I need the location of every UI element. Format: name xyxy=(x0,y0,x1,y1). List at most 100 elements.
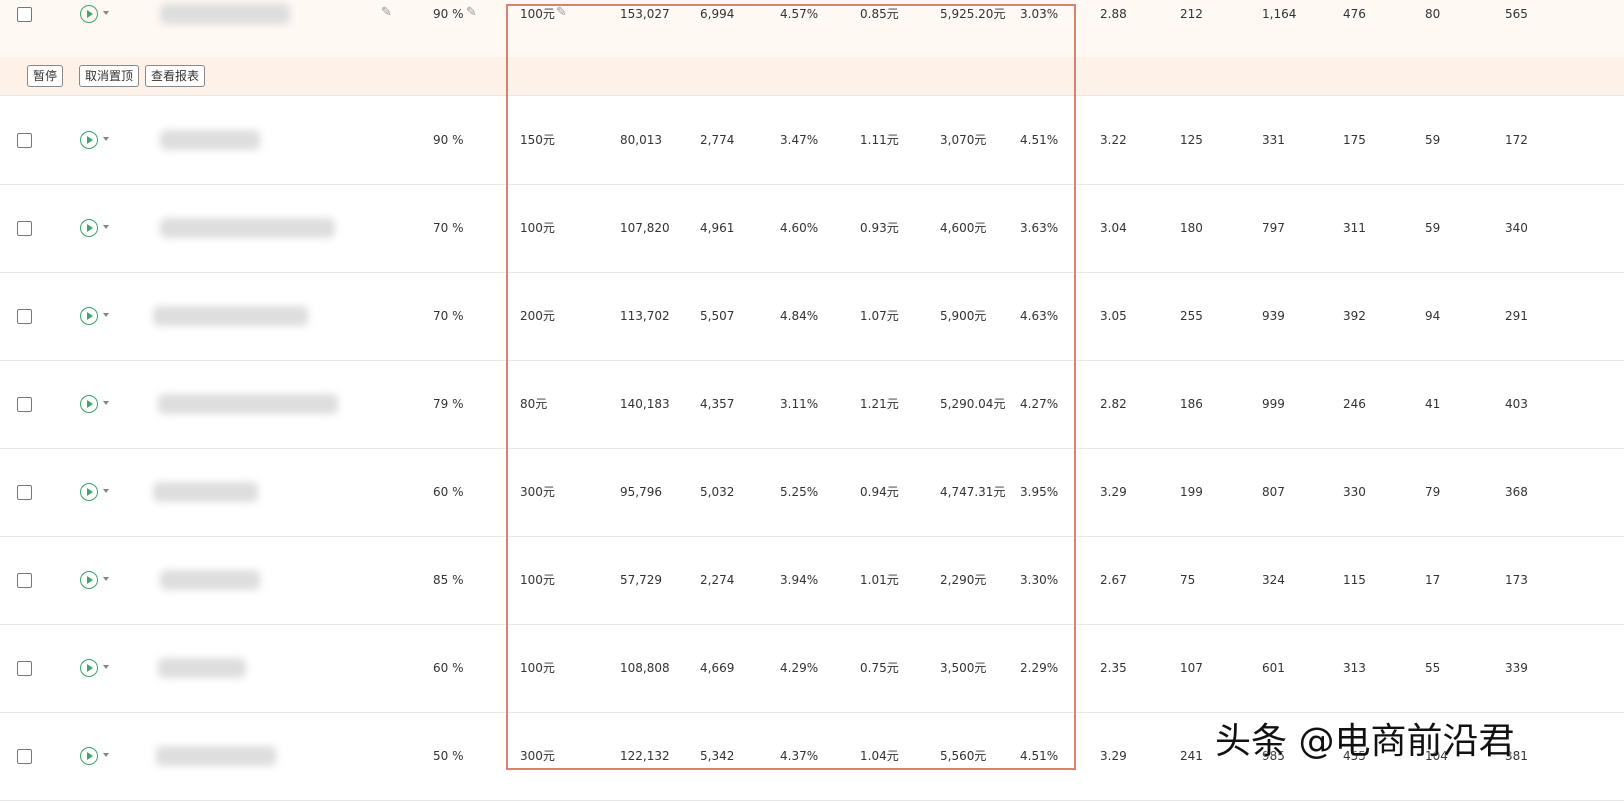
dropdown-caret[interactable] xyxy=(103,225,109,229)
table-cell: 392 xyxy=(1343,309,1366,323)
table-cell: 330 xyxy=(1343,485,1366,499)
table-cell: 476 xyxy=(1343,7,1366,21)
play-button[interactable] xyxy=(80,747,98,765)
table-cell: 4,747.31元 xyxy=(940,485,1006,499)
dropdown-caret[interactable] xyxy=(103,489,109,493)
table-cell: 59 xyxy=(1425,133,1441,147)
play-button[interactable] xyxy=(80,5,98,23)
table-cell: 90 % xyxy=(433,7,464,21)
table-cell: 300元 xyxy=(520,485,555,499)
table-cell: 5,507 xyxy=(700,309,735,323)
checkbox[interactable] xyxy=(17,749,32,764)
table-cell: 985 xyxy=(1262,749,1285,763)
table-cell: 2.82 xyxy=(1100,397,1127,411)
table-cell: 79 % xyxy=(433,397,464,411)
table-cell: 5,900元 xyxy=(940,309,987,323)
play-button[interactable] xyxy=(80,571,98,589)
table-cell: 41 xyxy=(1425,397,1441,411)
table-cell: 3.63% xyxy=(1020,221,1059,235)
table-cell: 70 % xyxy=(433,309,464,323)
play-button[interactable] xyxy=(80,659,98,677)
dropdown-caret[interactable] xyxy=(103,665,109,669)
table-cell: 999 xyxy=(1262,397,1285,411)
blurred-name xyxy=(153,482,258,502)
table-cell: 3.05 xyxy=(1100,309,1127,323)
checkbox[interactable] xyxy=(17,397,32,412)
blurred-name xyxy=(160,570,260,590)
table-cell: 3.95% xyxy=(1020,485,1059,499)
table-cell: 1.21元 xyxy=(860,397,899,411)
play-button[interactable] xyxy=(80,131,98,149)
play-button[interactable] xyxy=(80,307,98,325)
table-cell: 172 xyxy=(1505,133,1528,147)
table-cell: 2,274 xyxy=(700,573,735,587)
action-bar xyxy=(0,57,1624,96)
edit-icon[interactable]: ✎ xyxy=(466,5,477,20)
table-cell: 939 xyxy=(1262,309,1285,323)
table-cell: 3.11% xyxy=(780,397,819,411)
edit-icon[interactable]: ✎ xyxy=(381,5,392,20)
table-cell: 5,032 xyxy=(700,485,735,499)
table-cell: 368 xyxy=(1505,485,1528,499)
table-cell: 3.29 xyxy=(1100,485,1127,499)
blurred-name xyxy=(160,4,290,24)
table-cell: 3.94% xyxy=(780,573,819,587)
table-cell: 3,500元 xyxy=(940,661,987,675)
table-cell: 59 xyxy=(1425,221,1441,235)
checkbox[interactable] xyxy=(17,485,32,500)
play-button[interactable] xyxy=(80,219,98,237)
table-cell: 1.07元 xyxy=(860,309,899,323)
action-button[interactable]: 查看报表 xyxy=(145,65,206,87)
checkbox[interactable] xyxy=(17,661,32,676)
table-cell: 200元 xyxy=(520,309,555,323)
table-cell: 2.67 xyxy=(1100,573,1127,587)
table-cell: 122,132 xyxy=(620,749,670,763)
dropdown-caret[interactable] xyxy=(103,137,109,141)
blurred-name xyxy=(158,394,338,414)
row xyxy=(0,712,1624,801)
table-cell: 797 xyxy=(1262,221,1285,235)
table-cell: 241 xyxy=(1180,749,1203,763)
table-cell: 0.85元 xyxy=(860,7,899,21)
table-cell: 153,027 xyxy=(620,7,670,21)
table-cell: 807 xyxy=(1262,485,1285,499)
play-button[interactable] xyxy=(80,483,98,501)
table-cell: 403 xyxy=(1505,397,1528,411)
table-cell: 3.47% xyxy=(780,133,819,147)
dropdown-caret[interactable] xyxy=(103,753,109,757)
dropdown-caret[interactable] xyxy=(103,401,109,405)
table-cell: 331 xyxy=(1262,133,1285,147)
table-cell: 94 xyxy=(1425,309,1441,323)
table-cell: 90 % xyxy=(433,133,464,147)
edit-icon[interactable]: ✎ xyxy=(556,5,567,20)
checkbox[interactable] xyxy=(17,7,32,22)
checkbox[interactable] xyxy=(17,309,32,324)
table-cell: 4.29% xyxy=(780,661,819,675)
table-cell: 100元 xyxy=(520,573,555,587)
table-cell: 3,070元 xyxy=(940,133,987,147)
table-cell: 150元 xyxy=(520,133,555,147)
blurred-name xyxy=(160,130,260,150)
table-cell: 60 % xyxy=(433,661,464,675)
checkbox[interactable] xyxy=(17,221,32,236)
table-cell: 3.03% xyxy=(1020,7,1059,21)
table-cell: 255 xyxy=(1180,309,1203,323)
table-cell: 140,183 xyxy=(620,397,670,411)
table-cell: 107 xyxy=(1180,661,1203,675)
dropdown-caret[interactable] xyxy=(103,577,109,581)
action-button[interactable]: 暂停 xyxy=(27,65,64,87)
action-button[interactable]: 取消置顶 xyxy=(79,65,140,87)
table-cell: 115 xyxy=(1343,573,1366,587)
row xyxy=(0,96,1624,185)
table-cell: 79 xyxy=(1425,485,1441,499)
table-cell: 104 xyxy=(1425,749,1448,763)
table-cell: 300元 xyxy=(520,749,555,763)
checkbox[interactable] xyxy=(17,133,32,148)
dropdown-caret[interactable] xyxy=(103,11,109,15)
table-cell: 4.51% xyxy=(1020,133,1059,147)
table-cell: 0.93元 xyxy=(860,221,899,235)
checkbox[interactable] xyxy=(17,573,32,588)
play-button[interactable] xyxy=(80,395,98,413)
blurred-name xyxy=(158,658,246,678)
dropdown-caret[interactable] xyxy=(103,313,109,317)
